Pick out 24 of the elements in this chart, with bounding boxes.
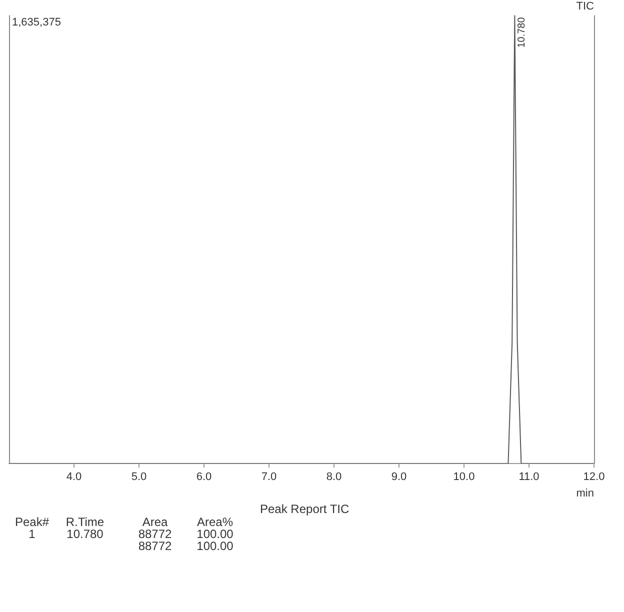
x-tick-label: 12.0: [583, 471, 605, 484]
text: 10.780: [66, 527, 104, 541]
x-tick-label: 9.0: [391, 471, 407, 484]
x-tick-label: 6.0: [196, 471, 212, 484]
x-tick-label: 4.0: [66, 471, 82, 484]
text: 100.00: [196, 539, 234, 553]
text: Peak#: [14, 515, 50, 529]
x-tick-label: 10.0: [453, 471, 475, 484]
x-tick-label: 11.0: [518, 471, 540, 484]
text: 100.00: [196, 527, 234, 541]
text: 88772: [137, 527, 173, 541]
annotation: 10.780: [516, 16, 528, 48]
chart-title: TIC: [576, 0, 594, 13]
annotation: 1,635,375: [12, 16, 61, 29]
text: Area: [141, 515, 169, 529]
text: 1: [28, 527, 36, 541]
x-tick-label: 8.0: [326, 471, 342, 484]
text: R.Time: [64, 515, 106, 529]
x-axis-title: min: [576, 487, 594, 500]
text: Area%: [196, 515, 234, 529]
text: Peak Report TIC: [260, 502, 350, 516]
text: 88772: [137, 539, 173, 553]
x-tick-label: 5.0: [131, 471, 147, 484]
x-tick-label: 7.0: [261, 471, 277, 484]
